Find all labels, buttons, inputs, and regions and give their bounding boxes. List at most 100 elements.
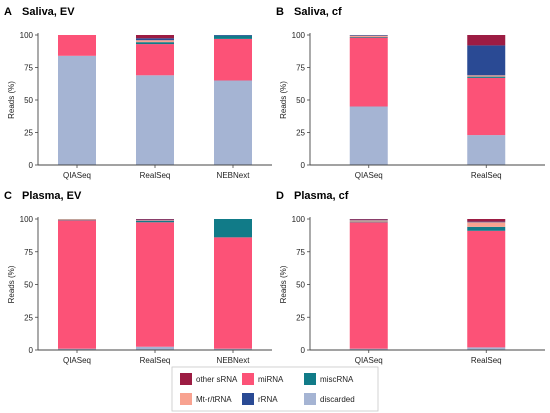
bar-segment-discarded [58, 55, 96, 165]
y-axis-label: Reads (%) [279, 265, 288, 303]
bar-segment-mt-r-trna [136, 40, 174, 43]
y-tick-label: 50 [24, 96, 33, 105]
y-tick-label: 0 [29, 161, 34, 170]
panel-title: Plasma, EV [22, 190, 82, 202]
legend-swatch [304, 373, 316, 385]
y-tick-label: 100 [20, 31, 34, 40]
bar-segment-mt-r-trna [467, 222, 506, 227]
legend-label: Mt-r/tRNA [196, 395, 232, 404]
y-tick-label: 50 [24, 281, 33, 290]
y-axis-label: Reads (%) [279, 81, 288, 119]
bar-segment-other-srna [467, 35, 506, 46]
bar-segment-rrna [214, 35, 252, 36]
legend-item-other-srna: other sRNA [180, 373, 238, 385]
bar-segment-discarded [467, 135, 506, 165]
y-tick-label: 25 [296, 313, 305, 322]
panel-title: Plasma, cf [294, 190, 349, 202]
x-tick-label: RealSeq [471, 356, 502, 365]
bar-segment-mt-r-trna [467, 75, 506, 77]
y-tick-label: 75 [24, 64, 33, 73]
bar-segment-discarded [349, 348, 388, 350]
y-tick-label: 50 [296, 281, 305, 290]
bar-stack-qiaseq [58, 219, 96, 350]
bar-segment-rrna [467, 45, 506, 76]
panel-title: Saliva, EV [22, 6, 75, 18]
y-tick-label: 100 [20, 215, 34, 224]
legend-label: other sRNA [196, 375, 238, 384]
bar-segment-mirna [467, 77, 506, 136]
bar-stack-nebnext [214, 35, 252, 165]
legend-swatch [304, 393, 316, 405]
x-tick-label: NEBNext [217, 171, 251, 180]
x-tick-label: QIASeq [355, 356, 383, 365]
y-tick-label: 75 [24, 248, 33, 257]
x-tick-label: RealSeq [140, 171, 171, 180]
chart-panel-a: A Saliva, EV Reads (%) 0 25 50 75 100 QIASeq Real… [4, 6, 272, 180]
panel-letter: B [276, 6, 284, 18]
bar-segment-other-srna [349, 219, 388, 220]
chart-panels: A Saliva, EV Reads (%) 0 25 50 75 100 QIASeq Real… [4, 6, 545, 365]
bar-segment-mt-r-trna [136, 220, 174, 221]
legend-swatch [242, 393, 254, 405]
bar-segment-other-srna [136, 35, 174, 39]
bar-segment-rrna [467, 221, 506, 223]
bar-stack-qiaseq [349, 219, 388, 350]
bar-segment-rrna [136, 219, 174, 221]
y-tick-label: 50 [296, 96, 305, 105]
bar-segment-discarded [467, 347, 506, 350]
bar-segment-discarded [136, 346, 174, 350]
bar-stack-realseq [136, 35, 174, 165]
panel-letter: C [4, 190, 12, 202]
bar-segment-discarded [214, 348, 252, 350]
panel-letter: A [4, 6, 12, 18]
x-tick-label: QIASeq [63, 356, 91, 365]
bar-segment-miscrna [214, 35, 252, 39]
bar-segment-miscrna [58, 219, 96, 221]
legend-item-miscrna: miscRNA [304, 373, 354, 385]
bar-segment-mirna [214, 237, 252, 349]
bar-segment-rrna [349, 35, 388, 36]
panel-letter: D [276, 190, 284, 202]
bar-segment-mt-r-trna [349, 35, 388, 37]
legend-swatch [242, 373, 254, 385]
bar-stack-nebnext [214, 219, 252, 350]
legend-frame [171, 366, 379, 412]
x-tick-label: NEBNext [217, 356, 251, 365]
y-tick-label: 0 [301, 346, 306, 355]
chart-panel-d: D Plasma, cf Reads (%) 0 25 50 75 100 QIASeq Real… [276, 190, 545, 365]
y-tick-label: 0 [301, 161, 306, 170]
legend-swatch [180, 393, 192, 405]
y-tick-label: 75 [296, 248, 305, 257]
bar-stack-qiaseq [58, 35, 96, 165]
bar-segment-miscrna [349, 36, 388, 38]
x-tick-label: QIASeq [63, 171, 91, 180]
bar-segment-mirna [214, 38, 252, 81]
panel-title: Saliva, cf [294, 6, 342, 18]
legend: other sRNA Mt-r/tRNA miRNA rRNA miscRNA disca… [171, 366, 379, 412]
y-tick-label: 75 [296, 64, 305, 73]
legend-label: discarded [320, 395, 355, 404]
bar-segment-mirna [136, 222, 174, 347]
bar-segment-mirna [58, 220, 96, 349]
legend-item-discarded: discarded [304, 393, 355, 405]
bar-stack-qiaseq [349, 35, 388, 165]
x-tick-label: QIASeq [355, 171, 383, 180]
x-tick-label: RealSeq [140, 356, 171, 365]
bar-segment-miscrna [467, 76, 506, 78]
bar-segment-other-srna [467, 219, 506, 222]
bar-segment-miscrna [467, 226, 506, 231]
bar-segment-mirna [136, 44, 174, 76]
y-tick-label: 0 [29, 346, 34, 355]
x-tick-label: RealSeq [471, 171, 502, 180]
y-tick-label: 100 [292, 31, 306, 40]
legend-item-rrna: rRNA [242, 393, 278, 405]
chart-panel-c: C Plasma, EV Reads (%) 0 25 50 75 100 QIASeq Real… [4, 190, 272, 365]
y-axis-label: Reads (%) [7, 265, 16, 303]
bar-segment-miscrna [214, 219, 252, 238]
y-tick-label: 25 [296, 129, 305, 138]
bar-segment-rrna [349, 219, 388, 221]
bar-segment-mt-r-trna [349, 220, 388, 222]
y-tick-label: 25 [24, 313, 33, 322]
legend-item-mt-r-trna: Mt-r/tRNA [180, 393, 232, 405]
